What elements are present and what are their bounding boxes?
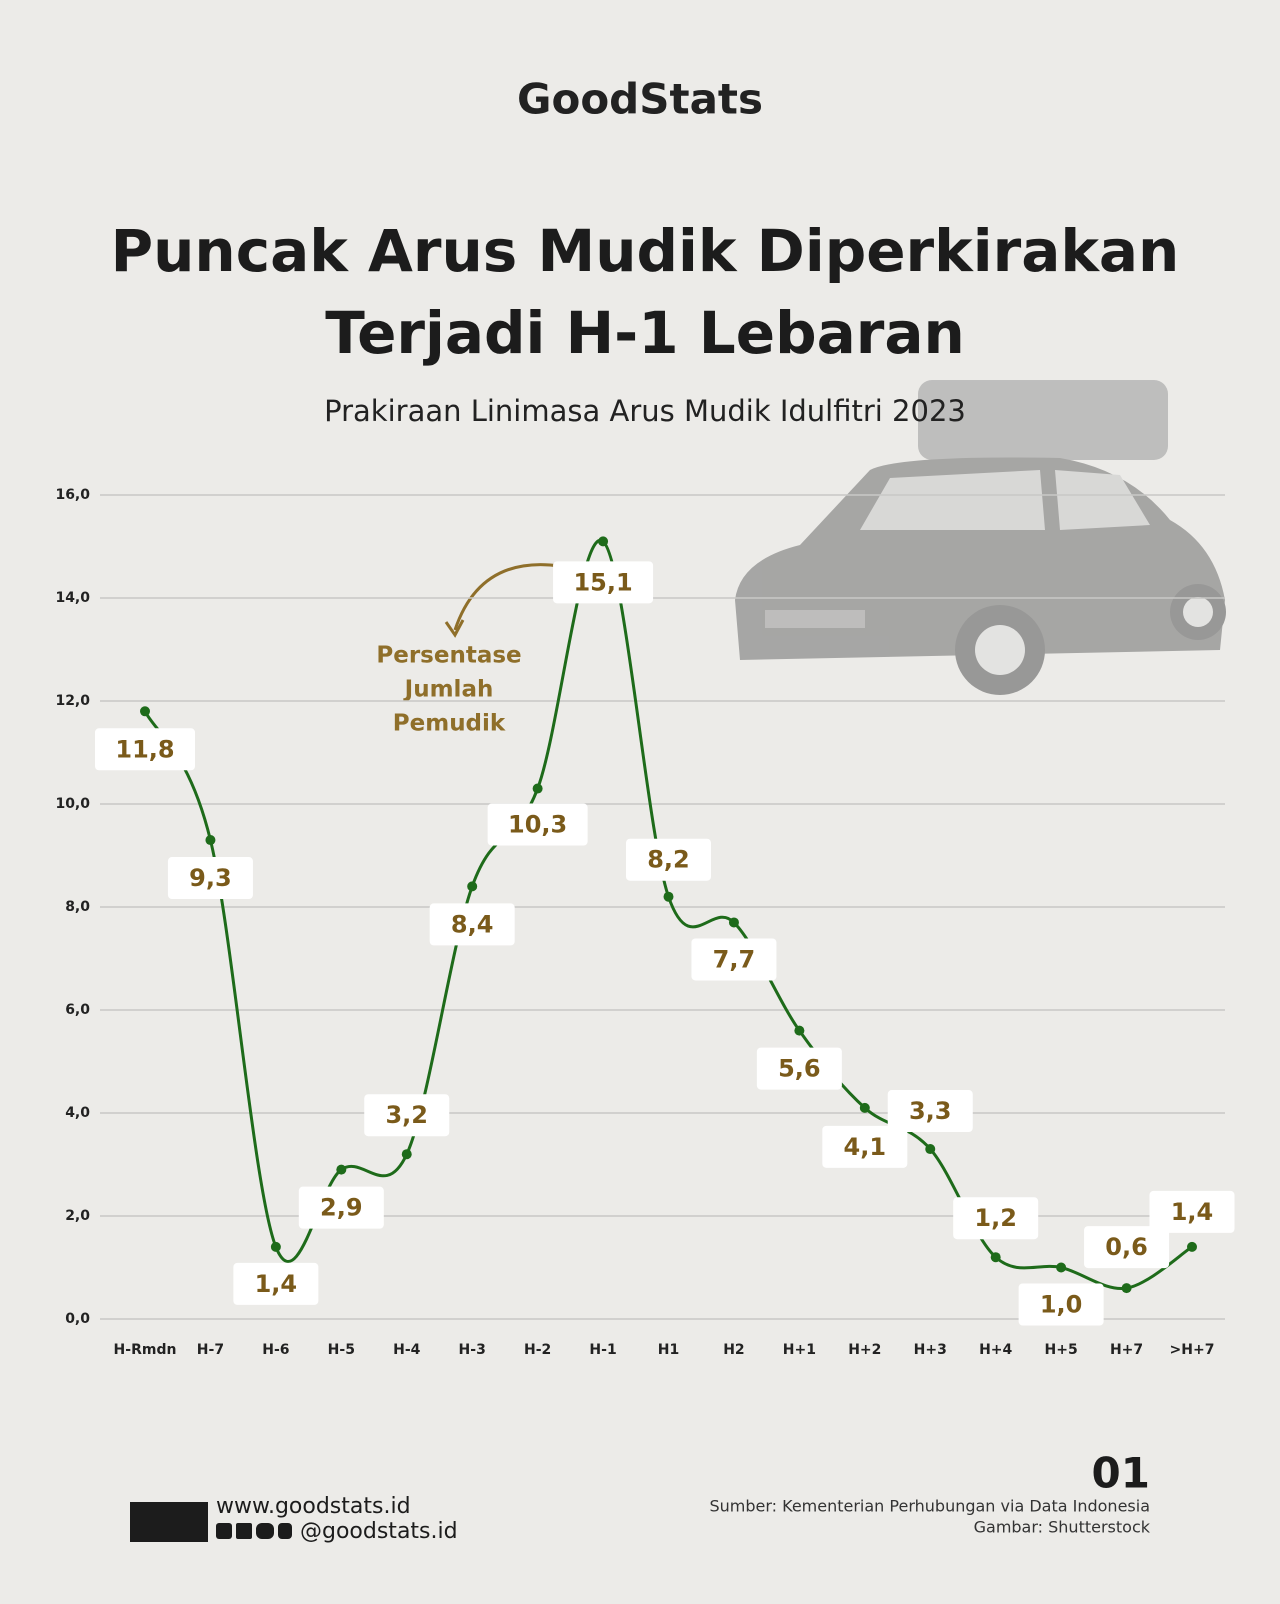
annotation: Jumlah — [403, 677, 494, 703]
page-number: 01 — [1092, 1449, 1150, 1498]
label-box — [233, 1262, 319, 1305]
data-point — [925, 1144, 936, 1155]
title-line: Puncak Arus Mudik Diperkirakan — [111, 217, 1180, 285]
y-tick-label: 16,0 — [55, 487, 90, 503]
y-tick-label: 10,0 — [55, 796, 90, 812]
data-point — [1121, 1283, 1132, 1294]
label-box — [1084, 1226, 1170, 1269]
label-box — [553, 561, 654, 604]
x-tick-label: H-7 — [197, 1342, 224, 1358]
data-point — [859, 1102, 870, 1113]
annotation-arrow — [453, 563, 561, 631]
website: www.goodstats.id — [216, 1494, 411, 1519]
social-icons — [216, 1523, 292, 1539]
x-tick-label: H+2 — [848, 1342, 881, 1358]
x-tick-label: H+4 — [979, 1342, 1012, 1358]
data-point — [401, 1149, 412, 1160]
value-label: 15,1 — [573, 568, 632, 596]
label-box — [756, 1047, 842, 1090]
value-label: 1,4 — [1171, 1198, 1214, 1226]
x-tick-label: >H+7 — [1170, 1342, 1215, 1358]
y-tick-label: 0,0 — [65, 1311, 90, 1327]
x-tick-label: H1 — [658, 1342, 679, 1358]
value-label: 1,0 — [1040, 1291, 1083, 1319]
y-tick-label: 6,0 — [65, 1002, 90, 1018]
label-box — [691, 938, 777, 981]
x-tick-label: H+5 — [1045, 1342, 1078, 1358]
logo: GoodStats — [517, 75, 763, 124]
y-tick-label: 12,0 — [55, 693, 90, 709]
label-box — [1149, 1190, 1235, 1233]
x-tick-label: H-6 — [262, 1342, 289, 1358]
label-box — [364, 1094, 450, 1137]
x-tick-label: H-3 — [459, 1342, 486, 1358]
data-point — [794, 1025, 805, 1036]
data-point — [1187, 1241, 1197, 1252]
label-box — [953, 1197, 1039, 1240]
label-box — [167, 857, 253, 900]
x-tick-label: H+1 — [783, 1342, 816, 1358]
value-label: 0,6 — [1105, 1233, 1148, 1261]
data-point — [663, 891, 674, 902]
data-point — [467, 881, 478, 892]
value-label: 2,9 — [320, 1194, 363, 1222]
x-tick-label: H+7 — [1110, 1342, 1143, 1358]
data-point — [598, 536, 609, 547]
value-label: 4,1 — [844, 1133, 887, 1161]
label-box — [429, 903, 515, 946]
value-label: 8,4 — [451, 910, 494, 938]
source: Sumber: Kementerian Perhubungan via Data… — [709, 1497, 1150, 1516]
value-label: 8,2 — [647, 846, 690, 874]
y-tick-label: 4,0 — [65, 1105, 90, 1121]
data-point — [990, 1252, 1001, 1263]
label-box — [626, 838, 711, 881]
value-label: 9,3 — [189, 864, 232, 892]
value-label: 1,2 — [974, 1204, 1017, 1232]
data-point — [336, 1164, 347, 1175]
value-label: 10,3 — [508, 811, 567, 839]
annotation-arrowhead — [444, 619, 465, 638]
value-label: 1,4 — [255, 1270, 298, 1298]
car-illustration — [735, 380, 1226, 695]
y-tick-label: 2,0 — [65, 1208, 90, 1224]
y-tick-label: 14,0 — [55, 590, 90, 606]
footer-logo-block — [130, 1502, 208, 1542]
x-tick-label: H-1 — [589, 1342, 616, 1358]
title-line: Terjadi H-1 Lebaran — [325, 299, 965, 367]
x-tick-label: H-Rmdn — [114, 1342, 177, 1358]
label-box — [95, 728, 195, 771]
x-tick-label: H-5 — [328, 1342, 355, 1358]
image-credit: Gambar: Shutterstock — [974, 1518, 1151, 1537]
x-tick-label: H-4 — [393, 1342, 421, 1358]
value-label: 11,8 — [115, 735, 174, 763]
annotation: Persentase — [376, 643, 521, 669]
data-point — [1056, 1262, 1067, 1273]
x-tick-label: H2 — [723, 1342, 744, 1358]
handle: @goodstats.id — [300, 1519, 458, 1544]
data-point — [532, 783, 543, 794]
label-box — [487, 803, 588, 846]
data-point — [140, 706, 150, 717]
value-label: 3,2 — [385, 1101, 428, 1129]
label-box — [887, 1090, 973, 1133]
data-point — [728, 917, 739, 928]
label-box — [822, 1125, 908, 1168]
data-point — [270, 1241, 281, 1252]
subtitle: Prakiraan Linimasa Arus Mudik Idulfitri … — [324, 394, 966, 428]
value-label: 3,3 — [909, 1097, 952, 1125]
value-label: 7,7 — [713, 945, 756, 973]
x-tick-label: H-2 — [524, 1342, 551, 1358]
value-label: 5,6 — [778, 1055, 821, 1083]
label-box — [298, 1186, 384, 1229]
y-tick-label: 8,0 — [65, 899, 90, 915]
annotation: Pemudik — [393, 711, 506, 737]
label-box — [1018, 1283, 1104, 1326]
x-tick-label: H+3 — [914, 1342, 947, 1358]
data-point — [205, 835, 216, 846]
